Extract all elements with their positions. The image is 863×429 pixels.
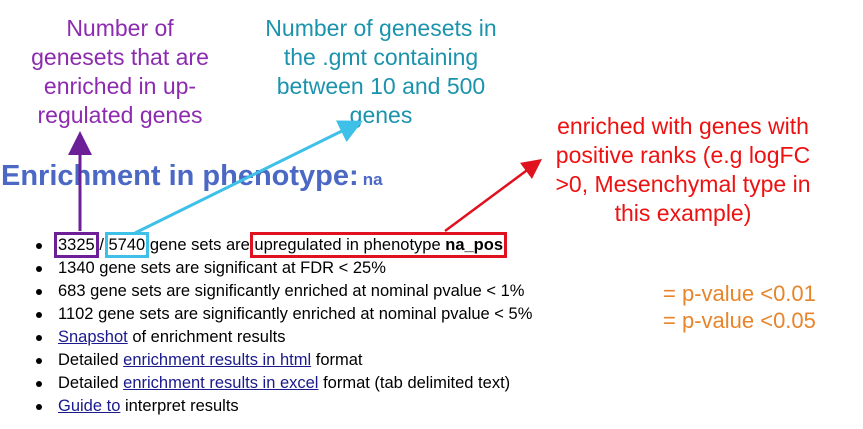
page-title-text: Enrichment in phenotype:: [1, 160, 359, 192]
list-item: Guide to interpret results: [35, 395, 532, 418]
excel-results-prefix: Detailed: [58, 374, 119, 392]
annotation-positive-ranks: enriched with genes with positive ranks …: [555, 113, 811, 226]
pvalue-note-005: = p-value <0.05: [663, 308, 816, 333]
html-results-link[interactable]: enrichment results in html: [123, 351, 312, 369]
phenotype-name: na_pos: [445, 236, 504, 254]
red-arrow: [444, 159, 543, 233]
list-item: 3325 / 5740 gene sets are upregulated in…: [35, 232, 532, 258]
list-item: Detailed enrichment results in excel for…: [35, 372, 532, 395]
snapshot-text: of enrichment results: [132, 328, 286, 346]
line1-boxed-text: upregulated in phenotype: [254, 236, 441, 254]
page-title: Enrichment in phenotype: na: [1, 160, 383, 193]
snapshot-link[interactable]: Snapshot: [58, 328, 128, 346]
results-summary-list: 3325 / 5740 gene sets are upregulated in…: [35, 232, 533, 418]
line1-mid-text: gene sets are: [149, 236, 250, 254]
list-item: Snapshot of enrichment results: [35, 326, 532, 349]
pvalue-5pct-line: 1102 gene sets are significantly enriche…: [58, 305, 533, 323]
list-item: Detailed enrichment results in html form…: [35, 349, 532, 372]
guide-link[interactable]: Guide to: [58, 397, 121, 415]
html-results-prefix: Detailed: [58, 351, 119, 369]
upregulated-count: 3325: [54, 232, 99, 258]
teal-arrow: [134, 120, 363, 235]
annotation-total-genesets: Number of genesets in the .gmt containin…: [265, 15, 497, 128]
total-count: 5740: [104, 232, 150, 258]
phenotype-label: na: [362, 170, 383, 189]
list-item: 1340 gene sets are significant at FDR < …: [35, 257, 532, 280]
html-results-suffix: format: [315, 351, 363, 369]
pvalue-1pct-line: 683 gene sets are significantly enriched…: [58, 282, 525, 300]
list-item: 1102 gene sets are significantly enriche…: [35, 303, 533, 326]
annotation-upregulated-genesets: Number of genesets that are enriched in …: [31, 15, 209, 128]
count-separator: /: [99, 236, 104, 254]
list-item: 683 gene sets are significantly enriched…: [35, 280, 532, 303]
pvalue-note-001: = p-value <0.01: [663, 281, 816, 306]
excel-results-suffix: format (tab delimited text): [323, 374, 511, 392]
fdr-line: 1340 gene sets are significant at FDR < …: [58, 259, 386, 277]
excel-results-link[interactable]: enrichment results in excel: [123, 374, 319, 392]
upregulated-phenotype-box: upregulated in phenotype na_pos: [250, 232, 508, 258]
guide-text: interpret results: [124, 397, 239, 415]
